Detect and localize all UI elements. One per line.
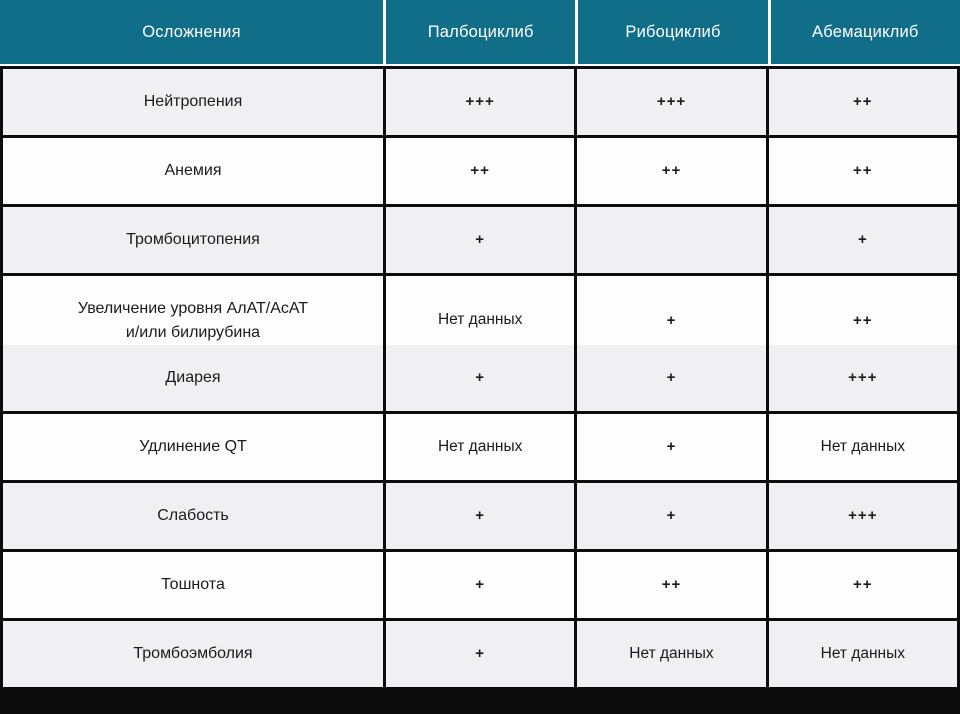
row-label: Слабость [3, 483, 383, 549]
cell-value: +++ [577, 69, 766, 135]
table-row: Слабость + + +++ [3, 483, 957, 549]
cell-value: Нет данных [386, 414, 575, 480]
row-label: Удлинение QT [3, 414, 383, 480]
row-label: Тромбоцитопения [3, 207, 383, 273]
column-header-ribociclib: Рибоциклиб [578, 0, 768, 64]
table-row: Тошнота + ++ ++ [3, 552, 957, 618]
cell-value: +++ [386, 69, 575, 135]
cell-value: + [386, 621, 575, 687]
table-row: Анемия ++ ++ ++ [3, 138, 957, 204]
cell-value: Нет данных [768, 621, 957, 687]
column-header-palbociclib: Палбоциклиб [386, 0, 576, 64]
table-header-row: Осложнения Палбоциклиб Рибоциклиб Абемац… [0, 0, 960, 64]
cell-value: + [386, 483, 575, 549]
cell-value: + [386, 552, 575, 618]
cell-value: + [768, 207, 957, 273]
row-label: Нейтропения [3, 69, 383, 135]
cell-value: Нет данных [768, 414, 957, 480]
column-header-complications: Осложнения [0, 0, 383, 64]
cell-value: + [386, 207, 575, 273]
cell-value: ++ [577, 138, 766, 204]
row-label: Тромбоэмболия [3, 621, 383, 687]
cell-value: ++ [768, 69, 957, 135]
cell-value: ++ [768, 138, 957, 204]
cell-value: + [577, 483, 766, 549]
cell-value: Нет данных [577, 621, 766, 687]
row-label: Диарея [3, 345, 383, 411]
table-row: Удлинение QT Нет данных + Нет данных [3, 414, 957, 480]
cell-value: +++ [768, 345, 957, 411]
cell-value: ++ [577, 552, 766, 618]
cell-value [577, 207, 766, 273]
cell-value: + [577, 345, 766, 411]
column-header-abemaciclib: Абемациклиб [770, 0, 960, 64]
cell-value: + [577, 414, 766, 480]
cell-value: +++ [768, 483, 957, 549]
table-body: Нейтропения +++ +++ ++ Анемия ++ ++ ++ Т… [0, 66, 960, 714]
cell-value: ++ [386, 138, 575, 204]
table-row: Тромбоцитопения + + [3, 207, 957, 273]
table-row: Диарея + + +++ [3, 345, 957, 411]
cell-value: ++ [768, 552, 957, 618]
row-label: Анемия [3, 138, 383, 204]
table-row: Нейтропения +++ +++ ++ [3, 69, 957, 135]
table-row: Тромбоэмболия + Нет данных Нет данных [3, 621, 957, 687]
cell-value: + [386, 345, 575, 411]
row-label: Тошнота [3, 552, 383, 618]
